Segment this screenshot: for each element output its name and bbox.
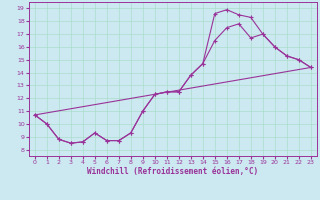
X-axis label: Windchill (Refroidissement éolien,°C): Windchill (Refroidissement éolien,°C) [87, 167, 258, 176]
